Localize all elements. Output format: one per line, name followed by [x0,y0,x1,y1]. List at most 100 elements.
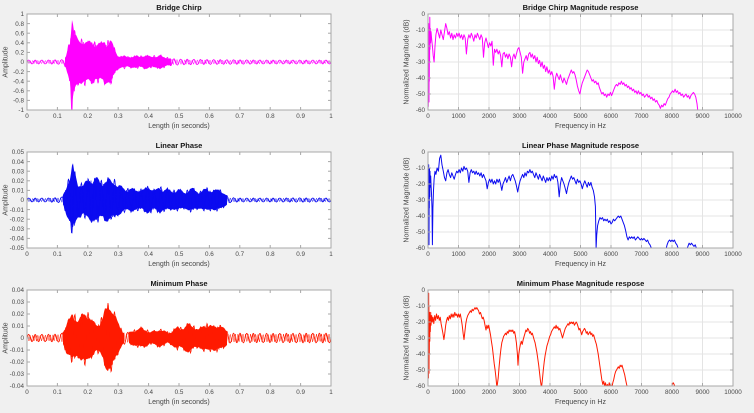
svg-text:-0.03: -0.03 [10,226,25,233]
svg-text:0.7: 0.7 [235,389,244,396]
x-axis-label: Length (in seconds) [148,399,210,406]
svg-text:0: 0 [20,335,24,342]
svg-text:0.04: 0.04 [12,287,25,294]
svg-text:-40: -40 [416,75,426,82]
svg-text:7000: 7000 [634,251,649,258]
svg-text:0.2: 0.2 [83,251,92,258]
svg-text:-0.04: -0.04 [10,236,25,243]
svg-text:-20: -20 [416,43,426,50]
svg-text:3000: 3000 [512,251,527,258]
svg-text:-40: -40 [416,213,426,220]
svg-text:6000: 6000 [604,251,619,258]
svg-text:3000: 3000 [512,389,527,396]
subplot-linear-phase-time: Linear Phase Amplitude 0 0.1 0.2 0.3 0.4 0.5 0… [0,138,377,275]
x-axis-label: Length (in seconds) [148,261,210,268]
svg-text:0: 0 [20,59,24,66]
svg-text:0.4: 0.4 [144,113,153,120]
svg-text:0.3: 0.3 [114,113,123,120]
svg-text:-0.6: -0.6 [13,88,24,95]
svg-text:0: 0 [421,11,425,18]
svg-text:8000: 8000 [665,389,680,396]
svg-text:5000: 5000 [573,251,588,258]
svg-text:0.9: 0.9 [296,113,305,120]
svg-text:-60: -60 [416,107,426,114]
svg-text:0.1: 0.1 [53,251,62,258]
svg-text:5000: 5000 [573,113,588,120]
svg-text:1000: 1000 [451,251,466,258]
x-axis-label: Frequency in Hz [555,261,606,268]
svg-text:0: 0 [25,113,29,120]
svg-text:10000: 10000 [724,113,742,120]
x-axis-label: Frequency in Hz [555,399,606,406]
svg-text:10000: 10000 [724,389,742,396]
plot-title: Minimum Phase [150,279,208,288]
svg-text:0.2: 0.2 [15,50,24,57]
svg-text:-0.04: -0.04 [10,383,25,390]
svg-text:6000: 6000 [604,113,619,120]
svg-text:0.6: 0.6 [15,30,24,37]
subplot-linear-phase-magnitude: Linear Phase Magnitude respose Normalize… [377,138,754,275]
svg-text:0.9: 0.9 [296,251,305,258]
plot-canvas-linear-phase-time: 0 0.1 0.2 0.3 0.4 0.5 0.6 0.7 0.8 0.9 1 0.05 0.04 0.0… [10,149,334,258]
svg-text:-30: -30 [416,59,426,66]
plot-canvas-linear-phase-magnitude: 0 1000 2000 3000 4000 5000 6000 7000 8000 9000 100… [416,149,742,258]
svg-text:7000: 7000 [634,389,649,396]
svg-text:0.6: 0.6 [205,389,214,396]
svg-text:0.5: 0.5 [175,389,184,396]
svg-text:9000: 9000 [695,113,710,120]
svg-text:1000: 1000 [451,389,466,396]
plot-canvas-minimum-phase-time: 0 0.1 0.2 0.3 0.4 0.5 0.6 0.7 0.8 0.9 1 0.04 0.03 0.0… [10,287,334,396]
svg-text:-10: -10 [416,303,426,310]
svg-text:8000: 8000 [665,251,680,258]
svg-text:0.6: 0.6 [205,113,214,120]
svg-text:0: 0 [25,251,29,258]
svg-text:-0.02: -0.02 [10,216,25,223]
svg-text:0.01: 0.01 [12,323,25,330]
svg-text:0.01: 0.01 [12,188,25,195]
svg-text:1: 1 [329,113,333,120]
svg-text:8000: 8000 [665,113,680,120]
x-axis-label: Length (in seconds) [148,123,210,130]
svg-text:-30: -30 [416,197,426,204]
plot-title: Bridge Chirp Magnitude respose [522,3,639,12]
svg-text:0.04: 0.04 [12,159,25,166]
svg-text:5000: 5000 [573,389,588,396]
svg-text:-40: -40 [416,351,426,358]
svg-text:0.8: 0.8 [266,389,275,396]
x-axis-label: Frequency in Hz [555,123,606,130]
svg-text:-0.8: -0.8 [13,98,24,105]
svg-text:0.4: 0.4 [144,251,153,258]
svg-text:-60: -60 [416,383,426,390]
svg-text:7000: 7000 [634,113,649,120]
plot-canvas-minimum-phase-magnitude: 0 1000 2000 3000 4000 5000 6000 7000 8000 9000 100… [416,287,742,396]
svg-text:1000: 1000 [451,113,466,120]
svg-text:-0.4: -0.4 [13,78,24,85]
svg-text:-0.05: -0.05 [10,245,25,252]
svg-text:6000: 6000 [604,389,619,396]
svg-text:0: 0 [426,389,430,396]
plot-title: Minimum Phase Magnitude respose [516,279,645,288]
svg-text:2000: 2000 [482,389,497,396]
svg-text:2000: 2000 [482,251,497,258]
svg-text:0.9: 0.9 [296,389,305,396]
plot-title: Linear Phase Magnitude respose [521,141,640,150]
svg-text:0.3: 0.3 [114,251,123,258]
svg-text:0.8: 0.8 [266,251,275,258]
svg-text:4000: 4000 [543,389,558,396]
svg-text:1: 1 [329,389,333,396]
svg-text:-20: -20 [416,181,426,188]
svg-text:0.6: 0.6 [205,251,214,258]
svg-text:-10: -10 [416,27,426,34]
svg-text:-0.01: -0.01 [10,347,25,354]
svg-text:0.03: 0.03 [12,299,25,306]
svg-text:-0.03: -0.03 [10,371,25,378]
plot-canvas-bridge-chirp-time: 0 0.1 0.2 0.3 0.4 0.5 0.6 0.7 0.8 0.9 1 1 0.8 0.6 0.4 0… [13,11,333,120]
svg-text:1: 1 [329,251,333,258]
svg-text:0.05: 0.05 [12,149,25,156]
svg-text:9000: 9000 [695,251,710,258]
svg-text:0.4: 0.4 [144,389,153,396]
svg-text:0.5: 0.5 [175,251,184,258]
svg-text:0.2: 0.2 [83,389,92,396]
plot-title: Bridge Chirp [156,3,202,12]
